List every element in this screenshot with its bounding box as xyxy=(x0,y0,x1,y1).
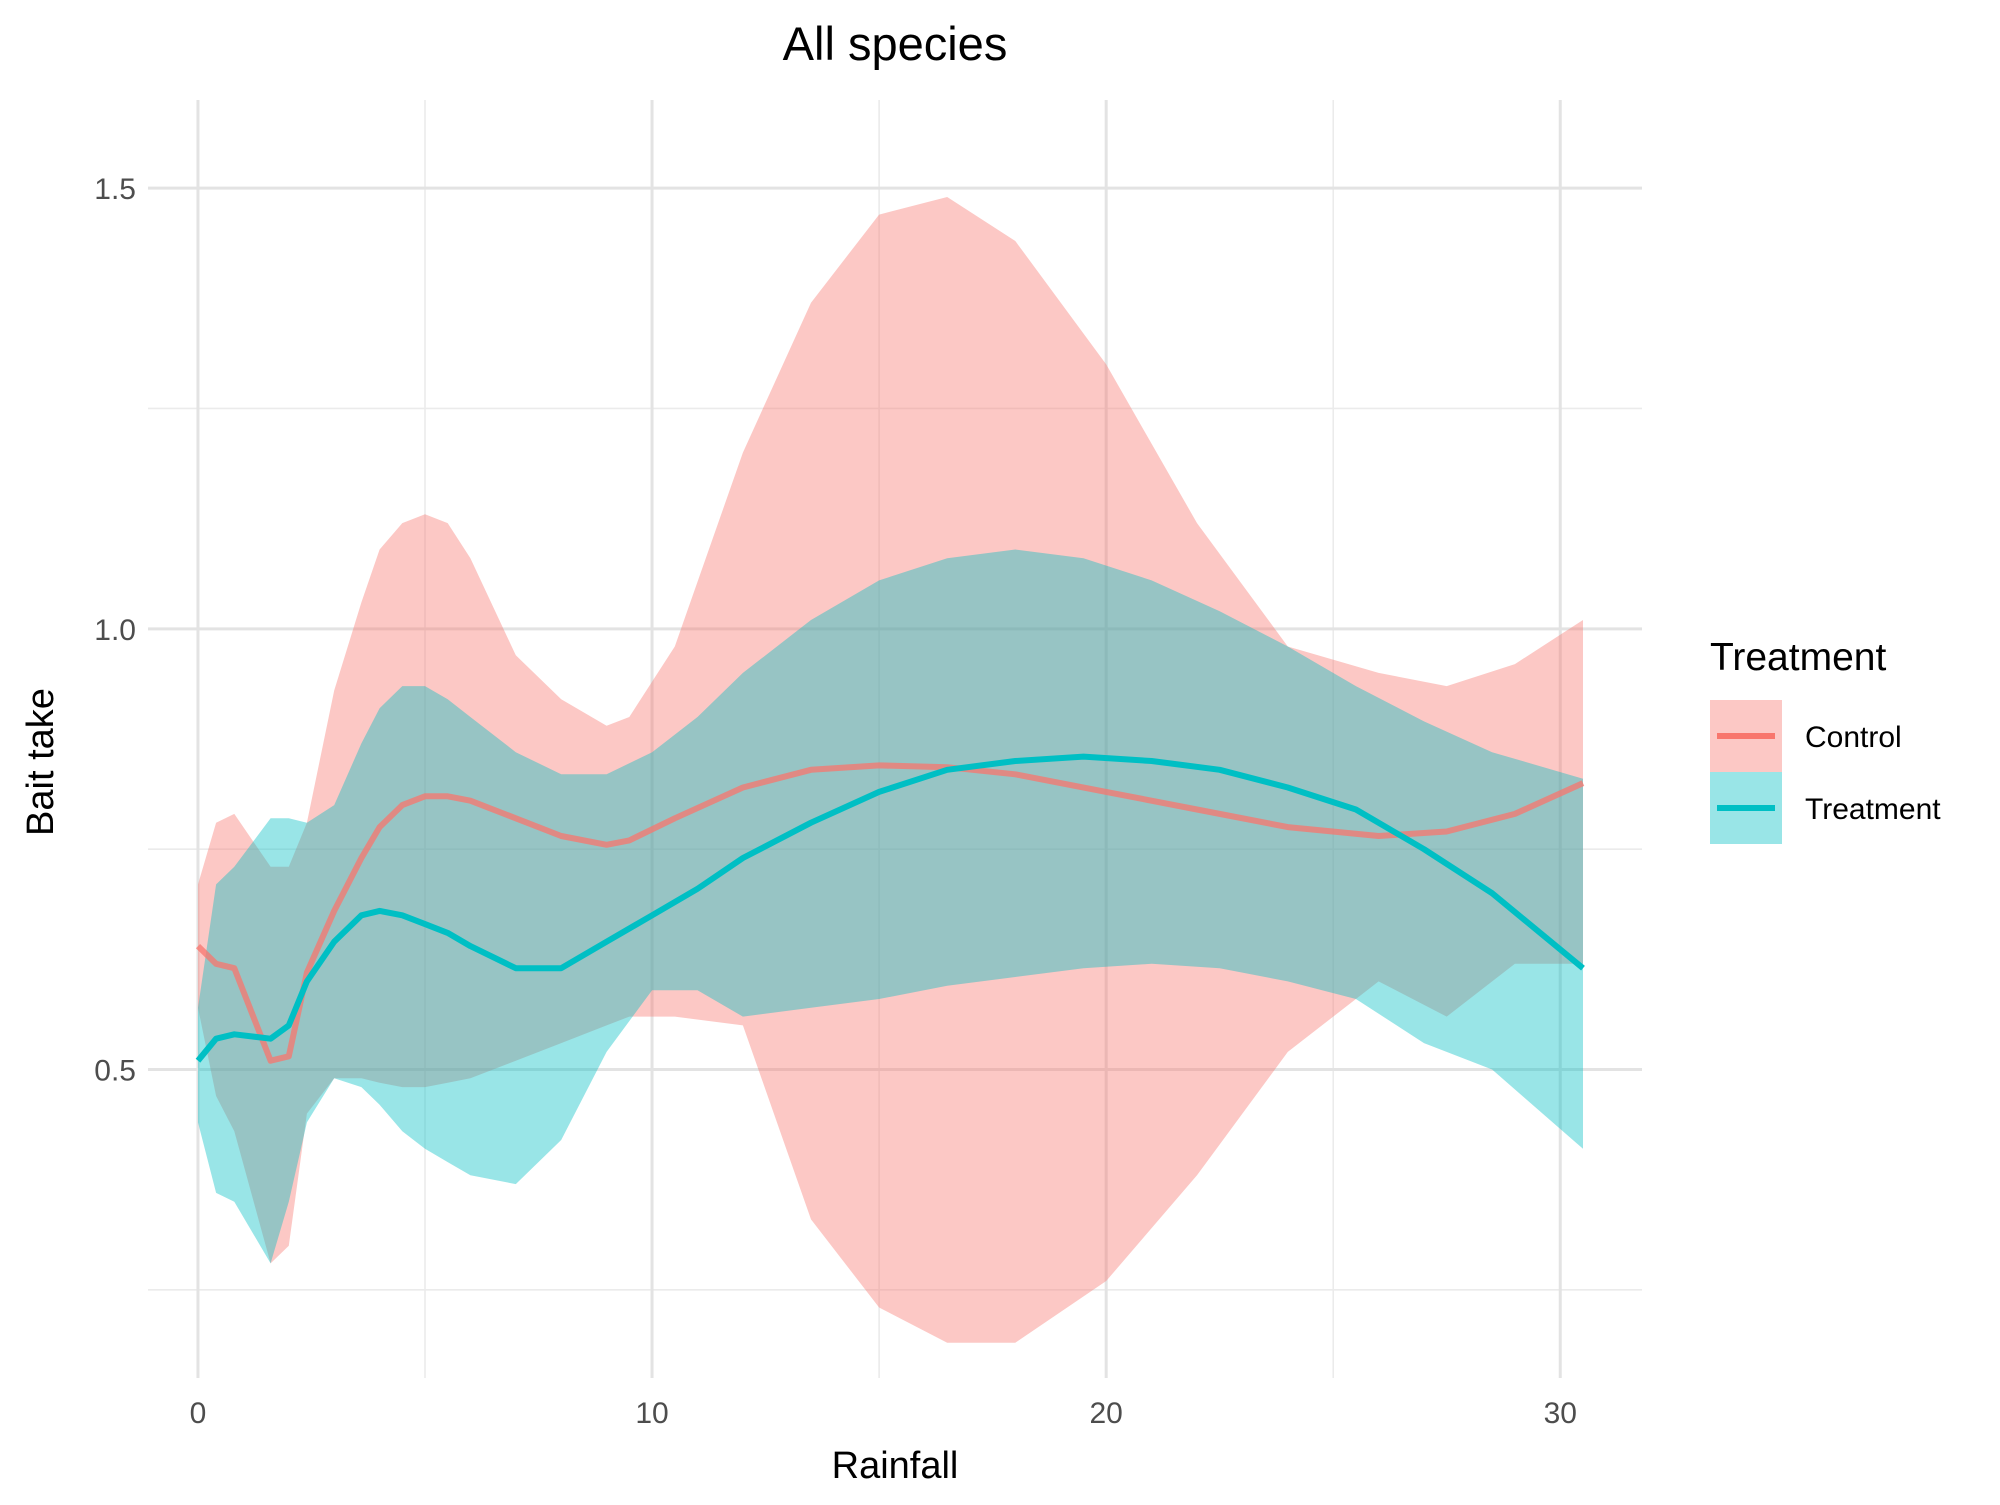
y-axis-title: Bait take xyxy=(20,688,62,836)
ribbon-control xyxy=(198,197,1583,1343)
legend-label-treatment: Treatment xyxy=(1805,793,1941,826)
confidence-ribbons xyxy=(198,197,1583,1343)
legend-item-treatment: Treatment xyxy=(1710,772,1941,844)
y-tick-label: 1.0 xyxy=(94,614,136,647)
series-lines xyxy=(195,753,1585,1064)
x-tick-label: 0 xyxy=(190,1397,207,1430)
minor-gridlines xyxy=(148,100,1642,1378)
line-treatment xyxy=(195,753,1585,1063)
legend-label-control: Control xyxy=(1805,721,1902,754)
x-tick-label: 30 xyxy=(1544,1397,1577,1430)
x-axis-tick-labels: 0 10 20 30 xyxy=(190,1397,1577,1430)
legend: Treatment Control Treatment xyxy=(1710,636,1941,844)
ribbon-treatment xyxy=(198,549,1583,1264)
legend-item-control: Control xyxy=(1710,700,1902,772)
x-axis-title: Rainfall xyxy=(832,1445,959,1487)
x-tick-label: 20 xyxy=(1089,1397,1122,1430)
x-tick-label: 10 xyxy=(635,1397,668,1430)
chart-title: All species xyxy=(783,17,1008,70)
major-gridlines xyxy=(148,100,1642,1378)
y-tick-label: 1.5 xyxy=(94,173,136,206)
y-tick-label: 0.5 xyxy=(94,1055,136,1088)
legend-title: Treatment xyxy=(1710,636,1886,679)
y-axis-tick-labels: 0.5 1.0 1.5 xyxy=(94,173,136,1087)
